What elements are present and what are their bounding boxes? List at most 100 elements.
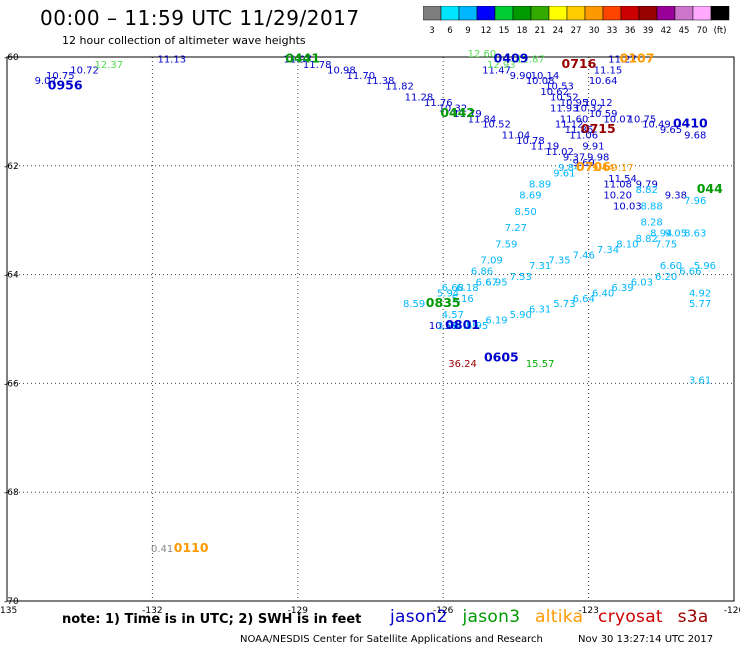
swh-value: 6.39	[611, 283, 633, 294]
colorbar-label: 39	[643, 26, 654, 36]
swh-value: 8.10	[616, 239, 638, 250]
x-tick-label: -120	[724, 606, 740, 616]
pass-time-label: 0441	[285, 50, 320, 65]
chart-title: 00:00 – 11:59 UTC 11/29/2017	[40, 6, 360, 30]
swh-value: 11.86	[565, 125, 594, 136]
swh-value: 6.18	[456, 283, 478, 294]
swh-value: 10.75	[628, 114, 657, 125]
swh-value: 10.59	[589, 109, 618, 120]
swh-value: 12.37	[94, 60, 123, 71]
swh-value: 7.46	[573, 250, 595, 261]
pass-time-label: 0442	[440, 105, 475, 120]
swh-value: 7.53	[510, 272, 532, 283]
colorbar-label: 36	[625, 26, 636, 36]
swh-value: 4.59	[456, 321, 478, 332]
swh-value: 6.31	[529, 305, 551, 316]
swh-value: 10.58	[429, 321, 458, 332]
credit-line: NOAA/NESDIS Center for Satellite Applica…	[240, 634, 543, 645]
swh-value: 9.69	[573, 158, 595, 169]
swh-value: 9.61	[553, 169, 575, 180]
swh-value: 11.19	[531, 141, 560, 152]
colorbar-label: 27	[571, 26, 582, 36]
swh-value: 10.72	[70, 65, 99, 76]
pass-time-label: 0706	[576, 159, 611, 174]
swh-value: 8.82	[636, 185, 658, 196]
swh-value: 11.02	[545, 147, 574, 158]
x-tick-label: -123	[578, 606, 598, 616]
pass-time-label: 0835	[426, 295, 461, 310]
swh-value: 10.62	[540, 87, 569, 98]
swh-value: 6.19	[485, 316, 507, 327]
pass-time-label: 0410	[673, 116, 708, 131]
swh-value: 8.28	[640, 218, 662, 229]
swh-value: 8.63	[684, 229, 706, 240]
swh-value: 10.20	[603, 190, 632, 201]
x-tick-label: -132	[142, 606, 162, 616]
pass-time-label: 0716	[562, 56, 597, 71]
swh-value: 9.84	[558, 163, 580, 174]
swh-value: 9.44	[592, 163, 614, 174]
pass-time-label: 0715	[581, 121, 616, 136]
data-points-layer: 11.139.0710.7510.7211.9711.7810.9811.701…	[35, 49, 716, 555]
swh-value: 11.79	[453, 109, 482, 120]
swh-value: 10.03	[613, 201, 642, 212]
y-tick-label: -68	[4, 488, 19, 498]
swh-value: 6.20	[655, 272, 677, 283]
swh-value: 7.09	[481, 256, 503, 267]
swh-value: 36.24	[448, 359, 477, 370]
swh-value: 11.70	[346, 71, 375, 82]
swh-value: 6.95	[485, 277, 507, 288]
swh-value: 11.13	[157, 54, 186, 65]
legend-jason2: jason2	[390, 607, 448, 627]
legend-s3a: s3a	[677, 607, 709, 627]
colorbar-label: 42	[661, 26, 672, 36]
colorbar-label: 70	[697, 26, 708, 36]
swh-value: 5.73	[553, 299, 575, 310]
swh-value: 11.27	[608, 54, 637, 65]
colorbar-label: (ft)	[714, 26, 727, 36]
swh-value: 6.40	[592, 288, 614, 299]
y-tick-label: -64	[4, 271, 19, 281]
swh-value: 10.49	[642, 120, 671, 131]
swh-value: 5.77	[689, 299, 711, 310]
plot-frame	[6, 56, 735, 602]
swh-value: 5.16	[451, 294, 473, 305]
colorbar-label: 33	[607, 26, 618, 36]
footer-note: note: 1) Time is in UTC; 2) SWH is in fe…	[62, 612, 362, 627]
swh-value: 7.27	[505, 223, 527, 234]
swh-value: 10.98	[327, 65, 356, 76]
colorbar-label: 9	[465, 26, 470, 36]
swh-value: 10.53	[545, 82, 574, 93]
swh-value: 11.82	[385, 82, 414, 93]
swh-value: 6.68	[442, 283, 464, 294]
y-tick-label: -62	[4, 162, 19, 172]
colorbar-label: 18	[517, 26, 528, 36]
satellite-legend: jason2 jason3 altika cryosat s3a	[390, 607, 718, 627]
swh-value: 4.92	[689, 288, 711, 299]
swh-value: 9.17	[611, 163, 633, 174]
swh-value: 9.68	[684, 131, 706, 142]
swh-value: 4.95	[466, 321, 488, 332]
swh-value: 11.08	[603, 180, 632, 191]
colorbar-label: 15	[499, 26, 510, 36]
x-tick-label: -129	[288, 606, 309, 616]
swh-value: 5.96	[694, 261, 716, 272]
y-tick-label: -66	[4, 379, 19, 389]
swh-value: 10.75	[46, 71, 75, 82]
swh-value: 10.32	[439, 103, 468, 114]
colorbar-label: 21	[535, 26, 546, 36]
colorbar-label: 45	[679, 26, 690, 36]
swh-value: 6.64	[573, 294, 595, 305]
swh-value: 8.89	[529, 180, 551, 191]
y-tick-label: -70	[4, 597, 19, 607]
swh-value: 7.59	[495, 239, 517, 250]
pass-time-label: 0110	[174, 540, 209, 555]
chart-subtitle: 12 hour collection of altimeter wave hei…	[62, 34, 306, 47]
swh-value: 9.91	[582, 141, 604, 152]
swh-value: 9.65	[660, 125, 682, 136]
swh-value: 11.38	[366, 76, 395, 87]
swh-value: 7.34	[597, 245, 619, 256]
swh-value: 6.60	[660, 261, 682, 272]
swh-value: 9.38	[665, 190, 687, 201]
swh-value: 10.52	[482, 120, 511, 131]
